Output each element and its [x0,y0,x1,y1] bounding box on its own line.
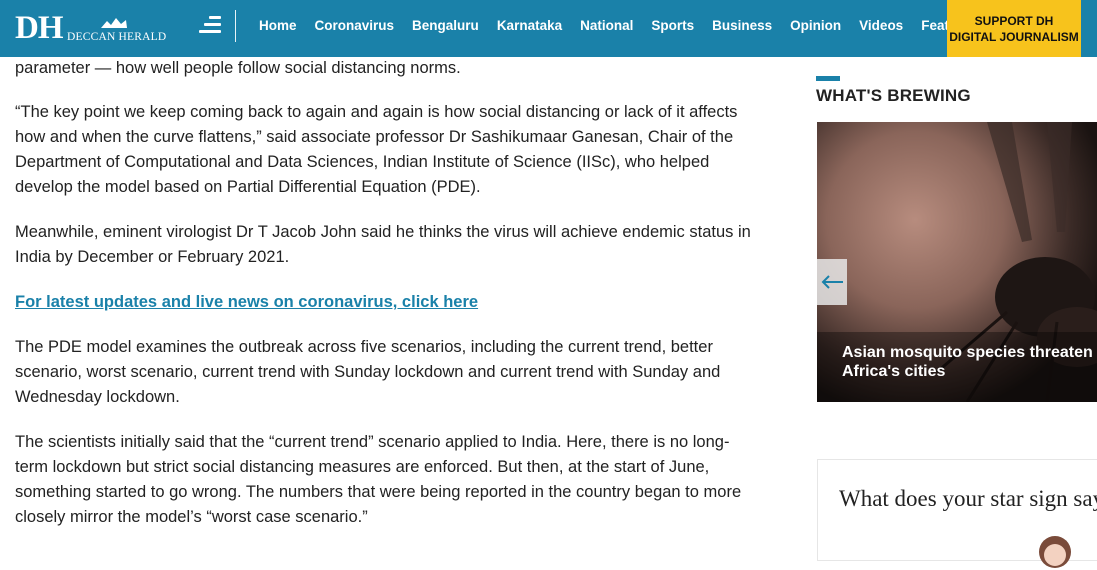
article-paragraph: “The key point we keep coming back to ag… [15,103,738,196]
nav-item-karnataka[interactable]: Karnataka [496,18,563,33]
whats-brewing-heading: WHAT'S BREWING [816,86,971,105]
top-navigation-bar: DH DECCAN HERALD Home Coronavirus Bengal… [0,0,1097,57]
featured-story-card[interactable]: Asian mosquito species threaten Africa's… [817,122,1097,402]
carousel-prev-button[interactable] [817,259,847,305]
horoscope-title: What does your star sign say? [839,486,1097,511]
nav-divider [235,10,236,42]
article-paragraph: The scientists initially said that the “… [15,433,742,526]
mosquito-photo [817,122,1097,402]
nav-item-coronavirus[interactable]: Coronavirus [314,18,395,33]
logo-mark-icon [101,18,127,28]
menu-icon[interactable] [199,16,223,36]
main-nav: Home Coronavirus Bengaluru Karnataka Nat… [250,0,986,51]
article-paragraph: Meanwhile, eminent virologist Dr T Jacob… [15,223,751,266]
nav-item-opinion[interactable]: Opinion [790,18,842,33]
nav-item-home[interactable]: Home [259,18,297,33]
support-line-1: SUPPORT DH [974,13,1054,28]
article-paragraph: parameter — how well people follow socia… [15,59,461,77]
nav-item-business[interactable]: Business [712,18,773,33]
logo-name: DECCAN HERALD [67,31,167,43]
nav-item-sports[interactable]: Sports [651,18,695,33]
section-accent-bar [816,76,840,81]
logo-initials: DH [15,10,63,46]
nav-item-national[interactable]: National [580,18,634,33]
nav-item-bengaluru[interactable]: Bengaluru [412,18,479,33]
horoscope-illustration [1039,536,1071,568]
featured-story-title: Asian mosquito species threaten Africa's… [842,344,1093,380]
article-paragraph: The PDE model examines the outbreak acro… [15,338,721,406]
horoscope-card[interactable]: What does your star sign say? [817,459,1097,568]
coronavirus-updates-link[interactable]: For latest updates and live news on coro… [15,293,479,311]
nav-item-videos[interactable]: Videos [859,18,904,33]
arrow-left-icon [821,275,843,289]
support-line-2: DIGITAL JOURNALISM [949,29,1079,44]
support-dh-button[interactable]: SUPPORT DH DIGITAL JOURNALISM [947,0,1081,57]
